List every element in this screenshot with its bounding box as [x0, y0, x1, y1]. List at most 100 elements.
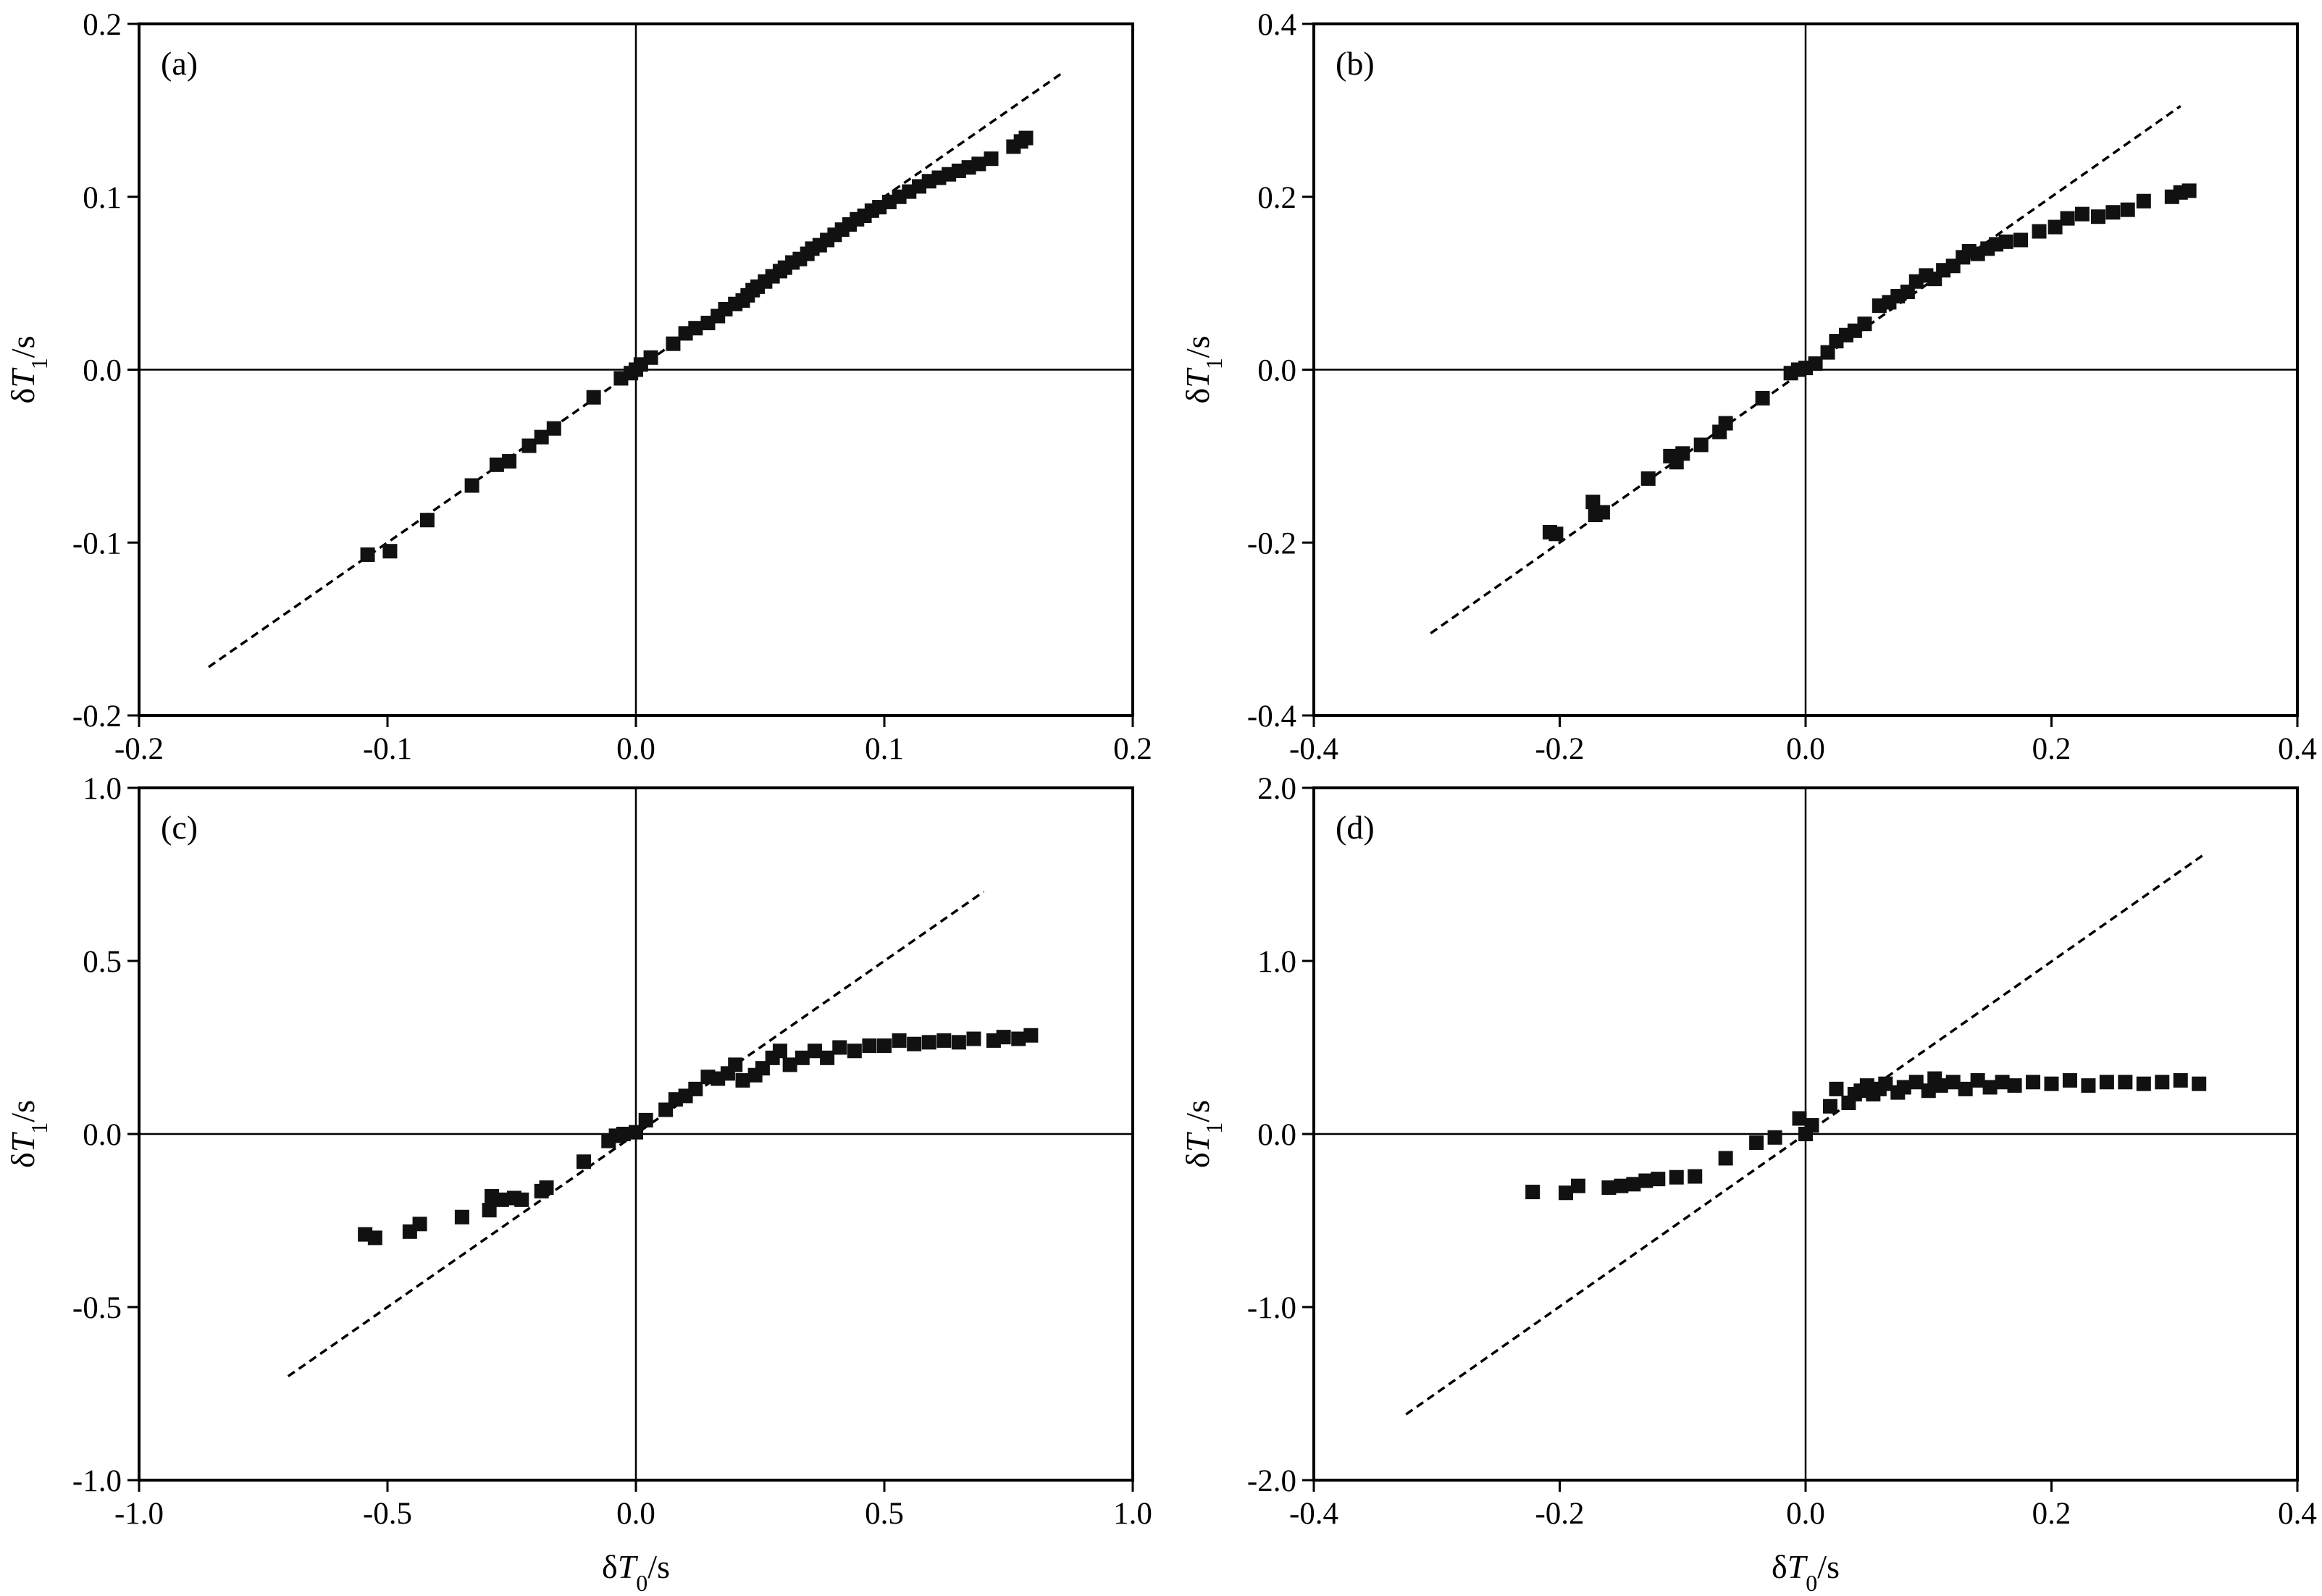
x-tick-label: -0.2	[1535, 732, 1584, 766]
y-tick-label: -2.0	[1247, 1464, 1296, 1498]
x-axis-label: δT0/s	[1772, 1548, 1840, 1596]
data-point	[494, 1192, 509, 1207]
data-point	[1601, 1180, 1617, 1196]
data-point	[1933, 1078, 1948, 1093]
x-tick-label: 0.0	[1786, 1497, 1825, 1531]
data-point	[643, 350, 658, 365]
data-point	[1896, 1080, 1911, 1095]
panel-b: -0.4 -0.2 0.0 0.2 0.4 -0.4 -0.2 0.0 0.2 0.4 (b) δT1…	[1179, 8, 2317, 766]
data-point	[482, 1203, 497, 1218]
x-tick-label: -0.5	[363, 1497, 412, 1531]
y-tick-label: 0.2	[83, 8, 122, 42]
data-point	[1525, 1185, 1541, 1200]
x-axis-label-sub: 0	[636, 1570, 647, 1596]
y-axis-label: δT1/s	[1179, 1100, 1227, 1168]
data-point	[782, 1057, 797, 1072]
panel-d: -0.4 -0.2 0.0 0.2 0.4-2.0-1.00.01.02.0(d)δT1…	[1179, 772, 2317, 1596]
data-point	[586, 390, 601, 405]
data-point	[2118, 1075, 2133, 1090]
data-point	[688, 1081, 703, 1096]
data-point	[2105, 205, 2121, 220]
x-tick-label: -0.4	[1289, 1497, 1338, 1531]
data-point	[2136, 1076, 2151, 1091]
data-point	[1908, 1075, 1924, 1090]
data-point	[1669, 1169, 1684, 1185]
y-axis-label-sub: 1	[26, 358, 52, 369]
data-point	[1718, 1151, 1733, 1166]
y-axis-label-main: δ	[4, 1152, 41, 1168]
data-point	[629, 1125, 643, 1140]
y-tick-label: -0.2	[72, 700, 122, 734]
data-point	[2192, 1076, 2207, 1091]
x-tick-label: 0.2	[2032, 1497, 2071, 1531]
data-point	[412, 1217, 427, 1232]
x-tick-label: 1.0	[1113, 1497, 1152, 1531]
data-point	[1995, 1075, 2010, 1090]
y-axis-label-var: T	[4, 1131, 41, 1152]
x-axis-label-main: δ	[602, 1548, 618, 1585]
y-axis-label-main: δ	[1179, 1152, 1216, 1168]
data-point	[2007, 1078, 2022, 1093]
x-tick-label: 0.4	[2278, 732, 2317, 766]
data-point	[1640, 471, 1656, 486]
data-point	[1558, 1185, 1573, 1201]
data-point	[1958, 1081, 1973, 1096]
data-point	[1857, 316, 1872, 332]
x-tick-label: 0.0	[1786, 732, 1825, 766]
data-point	[360, 547, 375, 562]
data-point	[921, 1035, 936, 1050]
x-tick-label: -0.2	[1535, 1497, 1584, 1531]
y-tick-label: 2.0	[1257, 772, 1296, 806]
data-point	[907, 1036, 922, 1051]
data-point	[795, 1050, 810, 1065]
x-tick-label: 0.4	[2278, 1497, 2317, 1531]
data-point	[534, 429, 549, 445]
x-tick-label: 0.0	[616, 732, 655, 766]
x-tick-label: -0.4	[1289, 732, 1338, 766]
x-axis-label: δT0/s	[602, 1548, 670, 1596]
panel-c: -1.0 -0.5 0.0 0.5 1.0-1.0-0.50.00.51.0(c)δT1…	[4, 772, 1152, 1596]
data-point	[539, 1180, 554, 1196]
data-point	[2155, 1075, 2170, 1090]
data-point	[1792, 1111, 1807, 1126]
data-point	[1767, 1130, 1782, 1145]
panel-label: (b)	[1336, 45, 1375, 82]
x-tick-label: 0.2	[2032, 732, 2071, 766]
y-tick-label: -0.2	[1247, 526, 1296, 560]
y-axis-label: δT1/s	[4, 336, 52, 404]
panel-label: (d)	[1336, 809, 1375, 846]
y-axis-label-unit: /s	[1179, 1100, 1216, 1122]
y-tick-label: -1.0	[1247, 1291, 1296, 1325]
data-point	[502, 454, 517, 469]
y-tick-label: 1.0	[1257, 945, 1296, 979]
y-axis-label-sub: 1	[1201, 358, 1227, 369]
data-point	[367, 1230, 382, 1246]
data-point	[1651, 1172, 1666, 1187]
data-point	[1595, 505, 1610, 520]
data-point	[1693, 437, 1709, 453]
data-point	[514, 1192, 529, 1207]
data-point	[892, 1033, 907, 1048]
y-tick-label: 0.4	[1257, 8, 1296, 42]
data-point	[1982, 1080, 1998, 1095]
data-point	[1945, 1075, 1961, 1090]
y-axis-label-unit: /s	[1179, 336, 1216, 358]
data-point	[1570, 1178, 1585, 1193]
data-point	[832, 1040, 847, 1055]
x-axis-label-unit: /s	[647, 1548, 670, 1585]
y-tick-label: 0.5	[83, 945, 122, 979]
data-point	[2013, 232, 2029, 248]
data-point	[996, 1030, 1011, 1045]
data-point	[1638, 1173, 1654, 1188]
data-point	[2032, 224, 2047, 239]
data-point	[1822, 1099, 1837, 1114]
x-tick-label: -1.0	[114, 1497, 164, 1531]
data-point	[2136, 193, 2151, 209]
y-tick-label: -1.0	[72, 1464, 122, 1498]
y-tick-label: 0.2	[1257, 181, 1296, 215]
data-point	[1023, 1028, 1039, 1043]
data-point	[2062, 1072, 2077, 1088]
data-point	[847, 1043, 862, 1059]
y-axis-label-unit: /s	[4, 336, 41, 358]
data-point	[1011, 1031, 1026, 1046]
